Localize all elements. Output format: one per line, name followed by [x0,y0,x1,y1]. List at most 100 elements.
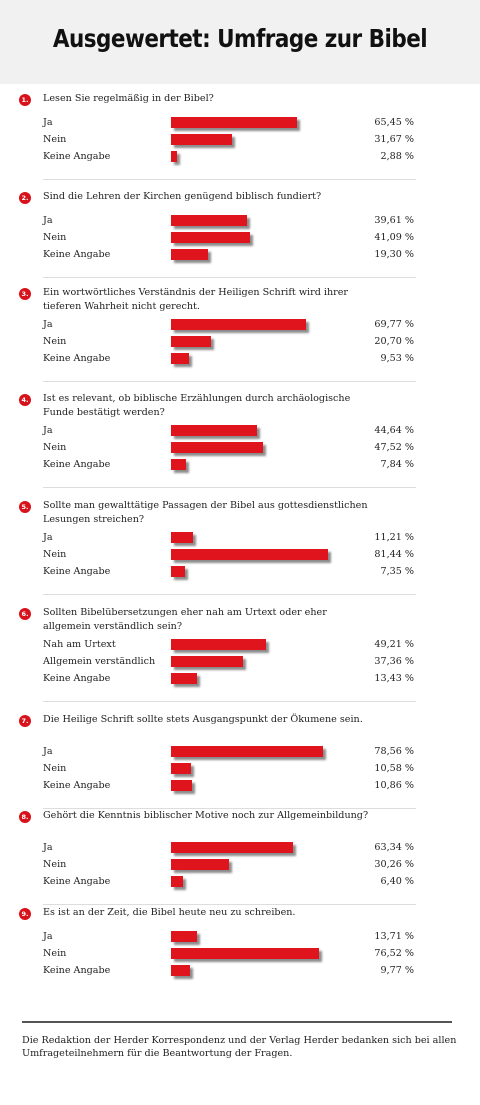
answer-row: Keine Angabe 7,84 % [0,458,480,474]
answer-percentage: 37,36 % [374,656,414,667]
answer-label: Nein [43,948,67,959]
answer-label: Nah am Urtext [43,639,116,650]
answer-label: Keine Angabe [43,965,111,976]
question-separator [43,594,416,595]
answer-row: Keine Angabe 19,30 % [0,248,480,264]
answer-bar [171,215,247,226]
answer-label: Ja [43,425,53,436]
answer-percentage: 30,26 % [374,859,414,870]
answer-label: Nein [43,763,67,774]
answer-label: Keine Angabe [43,249,111,260]
answer-label: Keine Angabe [43,353,111,364]
question-separator [43,381,416,382]
answer-percentage: 10,86 % [374,780,414,791]
question-number-badge: 8. [19,811,31,823]
answer-bar [171,532,193,543]
answer-percentage: 63,34 % [374,842,414,853]
answer-row: Keine Angabe 13,43 % [0,672,480,688]
answer-row: Ja 13,71 % [0,930,480,946]
answer-bar [171,859,229,870]
question-separator [43,277,416,278]
question-separator [43,487,416,488]
answer-row: Keine Angabe 7,35 % [0,565,480,581]
question-number-badge: 9. [19,908,31,920]
answer-percentage: 10,58 % [374,763,414,774]
answer-percentage: 65,45 % [374,117,414,128]
answer-label: Keine Angabe [43,459,111,470]
answer-percentage: 19,30 % [374,249,414,260]
answer-label: Nein [43,134,67,145]
answer-bar [171,876,183,887]
answer-row: Nein 81,44 % [0,548,480,564]
answer-bar [171,639,266,650]
answer-bar [171,673,197,684]
answer-bar [171,232,250,243]
answer-label: Ja [43,319,53,330]
answer-bar [171,353,189,364]
question-text: Sollten Bibelübersetzungen eher nah am U… [43,607,327,632]
answer-percentage: 11,21 % [374,532,414,543]
question-number-badge: 5. [19,501,31,513]
question-separator [43,701,416,702]
answer-row: Nah am Urtext 49,21 % [0,638,480,654]
answer-percentage: 78,56 % [374,746,414,757]
question-separator [43,904,416,905]
answer-bar [171,134,232,145]
answer-label: Allgemein verständlich [43,656,156,667]
question-text: Sind die Lehren der Kirchen genügend bib… [43,191,322,202]
header-band: Ausgewertet: Umfrage zur Bibel [0,0,480,84]
answer-bar [171,549,328,560]
question-number-badge: 7. [19,715,31,727]
footer-divider [22,1021,452,1023]
answer-row: Keine Angabe 10,86 % [0,779,480,795]
answer-percentage: 31,67 % [374,134,414,145]
answer-percentage: 69,77 % [374,319,414,330]
answer-bar [171,842,293,853]
answer-percentage: 20,70 % [374,336,414,347]
question-text: Gehört die Kenntnis biblischer Motive no… [43,810,369,821]
footer-note: Die Redaktion der Herder Korrespondenz u… [22,1035,457,1059]
answer-label: Ja [43,117,53,128]
answer-label: Nein [43,549,67,560]
answer-percentage: 41,09 % [374,232,414,243]
answer-row: Nein 76,52 % [0,947,480,963]
answer-bar [171,931,197,942]
answer-bar [171,948,319,959]
answer-bar [171,746,323,757]
answer-percentage: 13,43 % [374,673,414,684]
answer-bar [171,151,177,162]
answer-bar [171,763,191,774]
question-text: Es ist an der Zeit, die Bibel heute neu … [43,907,296,918]
answer-percentage: 47,52 % [374,442,414,453]
question-separator [43,179,416,180]
question-number-badge: 2. [19,192,31,204]
answer-percentage: 49,21 % [374,639,414,650]
answer-row: Allgemein verständlich 37,36 % [0,655,480,671]
answer-percentage: 9,53 % [380,353,414,364]
answer-bar [171,459,186,470]
question-text: Ein wortwörtliches Verständnis der Heili… [43,287,348,312]
question-number-badge: 6. [19,608,31,620]
answer-bar [171,319,306,330]
answer-percentage: 9,77 % [380,965,414,976]
answer-bar [171,656,243,667]
answer-bar [171,249,208,260]
question-text: Lesen Sie regelmäßig in der Bibel? [43,93,214,104]
answer-row: Keine Angabe 9,53 % [0,352,480,368]
answer-bar [171,442,263,453]
answer-label: Ja [43,215,53,226]
answer-percentage: 44,64 % [374,425,414,436]
answer-label: Nein [43,232,67,243]
answer-percentage: 2,88 % [380,151,414,162]
answer-row: Nein 41,09 % [0,231,480,247]
question-text: Ist es relevant, ob biblische Erzählunge… [43,393,351,418]
answer-bar [171,425,257,436]
answer-percentage: 81,44 % [374,549,414,560]
answer-row: Ja 65,45 % [0,116,480,132]
answer-label: Ja [43,746,53,757]
answer-label: Ja [43,931,53,942]
answer-bar [171,780,192,791]
answer-label: Keine Angabe [43,780,111,791]
question-text: Die Heilige Schrift sollte stets Ausgang… [43,714,363,725]
answer-bar [171,117,297,128]
